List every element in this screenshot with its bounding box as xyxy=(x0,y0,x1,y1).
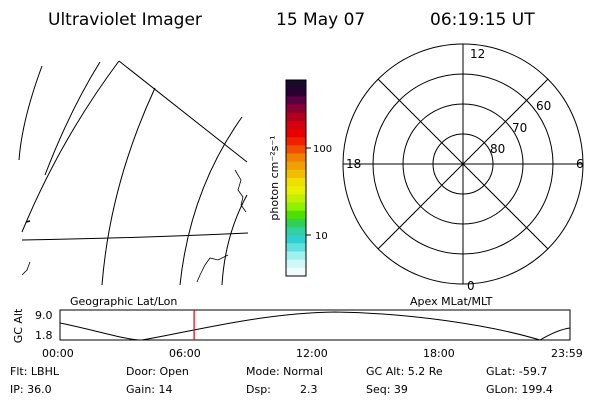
coastline xyxy=(25,220,31,223)
longitude-line xyxy=(118,60,248,163)
mlt-line-diag xyxy=(377,78,549,250)
colorbar-segment xyxy=(286,104,306,114)
latitude-line xyxy=(221,194,248,286)
colorbar-tick-label-100: 100 xyxy=(313,144,332,155)
header-time: 06:19:15 UT xyxy=(430,10,535,30)
status-glon: GLon: 199.4 xyxy=(486,383,553,396)
mlt-label-12: 12 xyxy=(470,47,485,61)
latitude-line xyxy=(179,116,243,286)
mlt-label-18: 18 xyxy=(346,157,361,171)
polar-plot xyxy=(342,43,584,285)
status-ip: IP: 36.0 xyxy=(10,383,52,396)
status-door: Door: Open xyxy=(126,365,189,378)
timeline-frame xyxy=(59,309,571,341)
colorbar-segment xyxy=(286,129,306,138)
colorbar-segment xyxy=(286,88,306,97)
latitude-line xyxy=(101,87,156,286)
colorbar-segment xyxy=(286,161,306,171)
colorbar-segment xyxy=(286,235,306,244)
colorbar-segment xyxy=(286,202,306,212)
colorbar-segment xyxy=(286,251,306,261)
equator-line xyxy=(21,232,249,241)
timeline-xtick-1200: 12:00 xyxy=(296,347,328,360)
instrument-title: Ultraviolet Imager xyxy=(48,10,202,30)
geographic-caption: Geographic Lat/Lon xyxy=(70,295,177,308)
timeline-xtick-2359: 23:59 xyxy=(551,347,583,360)
timeline-ytick-1: 1.8 xyxy=(35,329,53,342)
apex-caption: Apex MLat/MLT xyxy=(410,295,493,308)
status-gain: Gain: 14 xyxy=(126,383,173,396)
lat-label-60: 60 xyxy=(536,99,551,113)
colorbar: 100 10 photon cm⁻²s⁻¹ xyxy=(268,79,332,277)
timeline-ytick-9: 9.0 xyxy=(35,309,53,322)
altitude-curve xyxy=(59,311,571,341)
colorbar-segment xyxy=(286,178,306,187)
colorbar-segment xyxy=(286,153,306,163)
colorbar-segment xyxy=(286,96,306,106)
colorbar-segment xyxy=(286,194,306,204)
timeline-xtick-0000: 00:00 xyxy=(42,347,74,360)
colorbar-segment xyxy=(286,218,306,228)
colorbar-segment xyxy=(286,186,306,195)
status-mode: Mode: Normal xyxy=(246,365,323,378)
mlt-label-6: 6 xyxy=(576,157,584,171)
header-date: 15 May 07 xyxy=(276,10,365,30)
status-dsp-value: 2.3 xyxy=(300,383,318,396)
status-gc-alt: GC Alt: 5.2 Re xyxy=(366,365,443,378)
lat-label-70: 70 xyxy=(512,121,527,135)
latitude-line xyxy=(18,65,43,161)
colorbar-segment xyxy=(286,267,306,277)
timeline-axis-label: GC Alt xyxy=(12,308,25,343)
coastline xyxy=(21,261,31,276)
colorbar-segment xyxy=(286,210,306,220)
timeline-xtick-0600: 06:00 xyxy=(169,347,201,360)
longitude-line xyxy=(21,60,120,233)
lat-label-80: 80 xyxy=(490,142,505,156)
status-block: Flt: LBHL IP: 36.0 Door: Open Gain: 14 M… xyxy=(10,365,553,396)
colorbar-segment xyxy=(286,169,306,179)
altitude-timeline: GC Alt 9.0 1.8 00:00 06:00 12:00 18:00 2… xyxy=(12,308,583,360)
colorbar-unit-label: photon cm⁻²s⁻¹ xyxy=(268,135,281,220)
colorbar-segment xyxy=(286,259,306,269)
colorbar-segment xyxy=(286,80,306,89)
colorbar-segment xyxy=(286,112,306,122)
status-dsp-label: Dsp: xyxy=(246,383,271,396)
status-filter: Flt: LBHL xyxy=(10,365,60,378)
latitude-line xyxy=(44,61,101,176)
status-seq: Seq: 39 xyxy=(366,383,408,396)
geographic-map xyxy=(18,60,249,286)
mlt-label-0: 0 xyxy=(467,279,475,293)
status-glat: GLat: -59.7 xyxy=(486,365,547,378)
colorbar-tick-label-10: 10 xyxy=(315,231,328,242)
coastline xyxy=(196,254,229,283)
colorbar-segment xyxy=(286,227,306,236)
colorbar-segment xyxy=(286,137,306,146)
colorbar-segment xyxy=(286,243,306,253)
colorbar-segment xyxy=(286,120,306,130)
colorbar-frame xyxy=(285,79,307,277)
coastline xyxy=(234,169,247,213)
colorbar-segment xyxy=(286,145,306,155)
timeline-xtick-1800: 18:00 xyxy=(423,347,455,360)
